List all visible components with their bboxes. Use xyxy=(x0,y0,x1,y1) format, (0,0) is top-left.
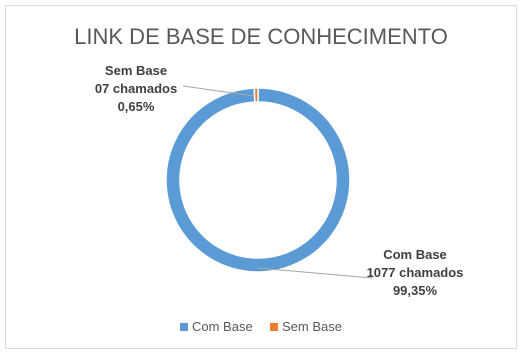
data-label-sem-base-line-1: Sem Base xyxy=(105,63,167,78)
data-label-sem-base: Sem Base 07 chamados 0,65% xyxy=(95,63,177,114)
legend-swatch-com-base xyxy=(180,323,188,331)
data-label-com-base-line-3: 99,35% xyxy=(393,283,438,298)
legend-label-com-base: Com Base xyxy=(192,319,253,334)
doughnut-slices xyxy=(165,87,351,273)
data-label-sem-base-line-2: 07 chamados xyxy=(95,81,177,96)
data-label-com-base: Com Base 1077 chamados 99,35% xyxy=(367,247,464,298)
leader-line-sem-base xyxy=(182,85,255,97)
slice-com-base xyxy=(165,87,351,273)
slice-sem-base xyxy=(253,87,259,103)
chart-title: LINK DE BASE DE CONHECIMENTO xyxy=(74,24,448,49)
data-label-com-base-line-2: 1077 chamados xyxy=(367,265,464,280)
data-label-sem-base-line-3: 0,65% xyxy=(118,99,155,114)
data-label-com-base-line-1: Com Base xyxy=(383,247,447,262)
chart-frame xyxy=(5,5,517,349)
chart-legend: Com Base Sem Base xyxy=(180,319,342,334)
legend-swatch-sem-base xyxy=(270,323,278,331)
legend-label-sem-base: Sem Base xyxy=(282,319,342,334)
leader-line-com-base xyxy=(257,267,373,279)
